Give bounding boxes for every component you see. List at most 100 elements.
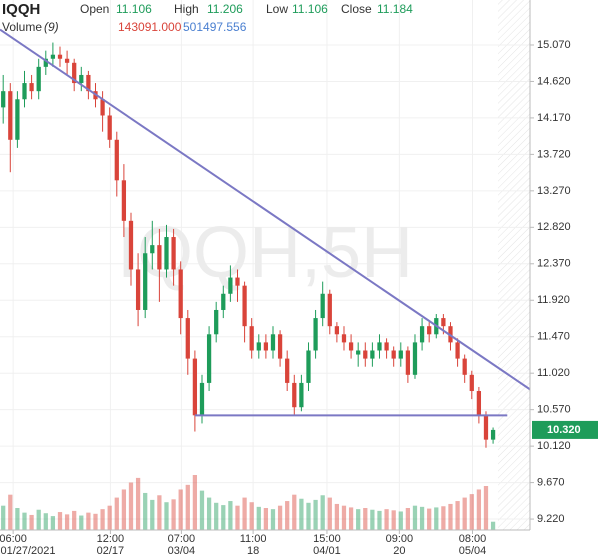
volume-bar bbox=[384, 509, 389, 530]
candle-body bbox=[150, 245, 155, 254]
volume-bar bbox=[341, 505, 347, 530]
x-tick-label: 06:00 bbox=[0, 533, 27, 545]
candle-body bbox=[299, 382, 304, 408]
candle-body bbox=[256, 342, 261, 351]
volume-bar bbox=[476, 489, 482, 530]
volume-bar bbox=[441, 506, 446, 530]
candle-body bbox=[306, 350, 311, 383]
candle-body bbox=[199, 382, 205, 416]
candle-body bbox=[100, 99, 105, 116]
volume-bar bbox=[57, 512, 63, 530]
volume-bar bbox=[490, 521, 496, 530]
y-tick-label: 12.820 bbox=[537, 221, 571, 233]
candle-body bbox=[469, 374, 474, 392]
volume-bar bbox=[199, 490, 205, 530]
y-tick-label: 14.620 bbox=[537, 75, 571, 87]
candle-body bbox=[8, 91, 13, 140]
candle-body bbox=[192, 358, 198, 416]
candle-body bbox=[263, 342, 269, 351]
candle-body bbox=[370, 350, 375, 359]
close-label: Close bbox=[341, 2, 372, 16]
candle-body bbox=[72, 62, 77, 84]
candle-body bbox=[384, 342, 389, 351]
candle-body bbox=[377, 342, 382, 351]
y-tick-label: 10.570 bbox=[537, 404, 571, 416]
volume-bar bbox=[93, 513, 98, 530]
candle-body bbox=[107, 115, 112, 140]
candle-body bbox=[341, 334, 347, 343]
candle-body bbox=[419, 326, 425, 343]
candle-body bbox=[412, 342, 418, 375]
candle-body bbox=[235, 277, 240, 286]
candle-body bbox=[64, 58, 70, 63]
volume-bar bbox=[100, 509, 105, 530]
volume-bar bbox=[1, 505, 6, 530]
candle-body bbox=[43, 58, 48, 67]
volume-average: 501497.556 bbox=[183, 20, 247, 34]
y-tick-label: 11.920 bbox=[537, 294, 570, 306]
volume-bar bbox=[121, 489, 127, 530]
candle-body bbox=[483, 415, 489, 440]
volume-bar bbox=[462, 497, 467, 530]
candle-body bbox=[121, 180, 127, 221]
y-tick-label: 9.670 bbox=[537, 476, 565, 488]
volume-bar bbox=[370, 509, 375, 530]
volume-bar bbox=[277, 505, 283, 530]
high-value: 11.206 bbox=[207, 2, 243, 16]
volume-bar bbox=[419, 506, 425, 530]
volume-bar bbox=[270, 509, 276, 530]
volume-bar bbox=[320, 495, 325, 530]
candle-body bbox=[114, 139, 119, 181]
volume-bar bbox=[263, 508, 269, 530]
candle-body bbox=[22, 83, 27, 100]
x-tick-date: 18 bbox=[247, 545, 259, 557]
volume-bar bbox=[327, 497, 332, 530]
open-label: Open bbox=[80, 2, 109, 16]
volume-bar bbox=[64, 514, 70, 530]
volume-bar bbox=[398, 511, 403, 530]
volume-bar bbox=[427, 508, 432, 530]
x-tick-label: 07:00 bbox=[168, 533, 196, 545]
volume-bar bbox=[363, 508, 368, 530]
candle-body bbox=[178, 269, 183, 319]
candle-body bbox=[455, 342, 460, 359]
volume-bar bbox=[285, 501, 290, 530]
candle-body bbox=[476, 391, 482, 416]
volume-param: (9) bbox=[44, 20, 59, 34]
x-tick-label: 08:00 bbox=[459, 533, 487, 545]
y-tick-label: 11.470 bbox=[537, 331, 570, 343]
candle-body bbox=[405, 350, 411, 375]
current-price-label: 10.320 bbox=[547, 424, 581, 436]
volume-value: 143091.000 bbox=[118, 20, 182, 34]
candle-body bbox=[57, 54, 63, 59]
candle-body bbox=[79, 74, 84, 84]
volume-bar bbox=[235, 505, 240, 530]
candle-body bbox=[427, 326, 432, 335]
x-tick-date: 01/27/2021 bbox=[0, 545, 55, 557]
candle-body bbox=[391, 350, 396, 359]
volume-bar bbox=[185, 484, 190, 530]
candle-body bbox=[462, 358, 467, 375]
candle-body bbox=[143, 253, 148, 310]
x-tick-label: 11:00 bbox=[240, 533, 267, 545]
y-tick-label: 9.220 bbox=[537, 513, 565, 525]
volume-bar bbox=[171, 499, 176, 530]
x-tick-date: 03/04 bbox=[168, 545, 196, 557]
x-tick-label: 12:00 bbox=[97, 533, 125, 545]
volume-bar bbox=[483, 486, 489, 530]
y-tick-label: 10.120 bbox=[537, 440, 571, 452]
high-label: High bbox=[174, 2, 199, 16]
candle-body bbox=[228, 277, 233, 294]
volume-bar bbox=[206, 497, 212, 530]
low-value: 11.106 bbox=[292, 2, 328, 16]
candle-body bbox=[185, 318, 190, 359]
volume-bar bbox=[107, 505, 112, 530]
candle-body bbox=[221, 293, 226, 310]
volume-bar bbox=[143, 492, 148, 530]
volume-bar bbox=[36, 509, 41, 530]
y-tick-label: 15.070 bbox=[537, 39, 571, 51]
x-tick-date: 20 bbox=[393, 545, 405, 557]
candle-body bbox=[490, 429, 496, 440]
